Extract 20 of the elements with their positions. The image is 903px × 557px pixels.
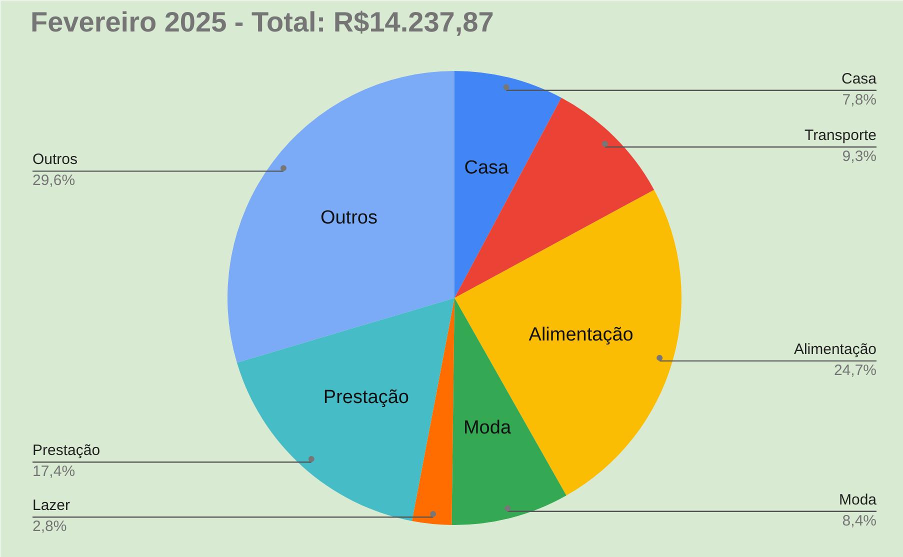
slice-label: Moda: [838, 491, 878, 508]
slice-label: Transporte: [804, 126, 877, 144]
data-label: 8,4%: [842, 512, 877, 530]
data-label: 2,8%: [32, 518, 67, 536]
slice-label: Casa: [464, 157, 510, 178]
data-label: 17,4%: [32, 463, 76, 480]
slice-label: Moda: [463, 417, 512, 438]
slice-label: Prestação: [32, 442, 100, 460]
data-label: 7,8%: [842, 91, 877, 108]
slice-label: Outros: [320, 207, 378, 228]
slice-label: Prestação: [323, 386, 409, 408]
slice-label: Alimentação: [794, 340, 877, 358]
chart-title: Fevereiro 2025 - Total: R$14.237,87: [30, 6, 494, 38]
data-label: 29,6%: [32, 172, 76, 190]
data-label: 9,3%: [842, 148, 877, 165]
data-label: 24,7%: [834, 362, 877, 379]
slice-label: Alimentação: [528, 324, 634, 346]
slice-label: Outros: [32, 151, 78, 168]
slice-label: Casa: [841, 70, 878, 88]
slice-label: Lazer: [32, 497, 70, 514]
